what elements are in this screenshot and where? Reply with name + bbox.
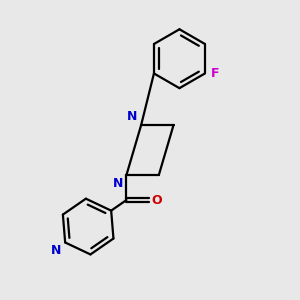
Text: N: N <box>127 110 138 123</box>
Text: F: F <box>211 67 219 80</box>
Text: N: N <box>51 244 62 257</box>
Text: O: O <box>152 194 162 207</box>
Text: N: N <box>112 177 123 190</box>
